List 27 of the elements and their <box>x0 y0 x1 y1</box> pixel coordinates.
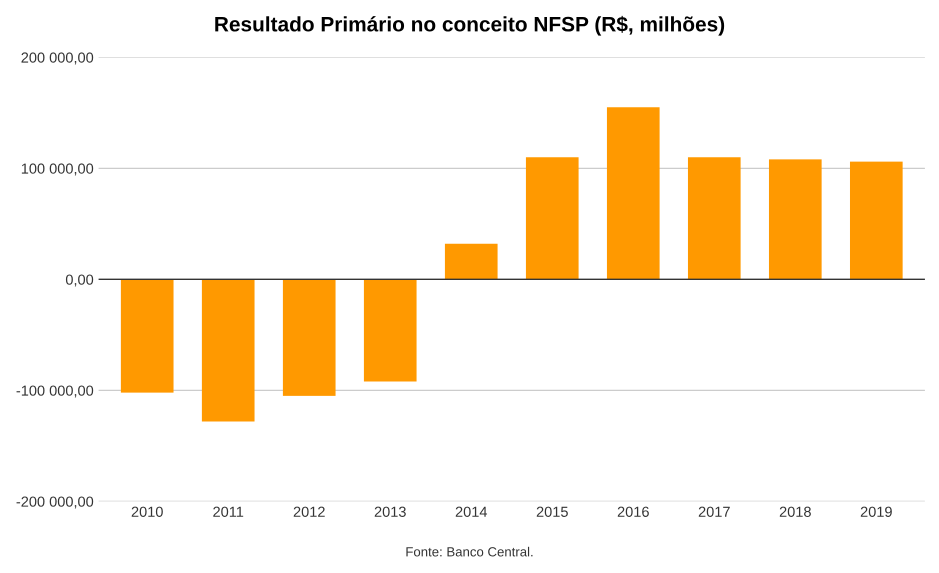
source-note: Fonte: Banco Central. <box>406 546 532 556</box>
bar <box>282 279 336 396</box>
chart-title: Resultado Primário no conceito NFSP (R$, milhões) <box>215 16 724 36</box>
x-tick-label: 2014 <box>456 506 488 517</box>
bar <box>444 244 498 280</box>
x-tick-label: 2017 <box>698 506 730 517</box>
x-tick-label: 2012 <box>294 506 325 517</box>
x-tick-label: 2013 <box>374 506 406 517</box>
y-tick-label: -200 000,00 <box>16 496 94 509</box>
bar <box>526 157 579 280</box>
x-tick-label: 2010 <box>132 506 163 517</box>
x-tick-label: 2016 <box>618 506 649 517</box>
x-tick-label: 2018 <box>780 506 811 517</box>
bar <box>202 279 255 422</box>
bar <box>768 159 822 280</box>
y-tick-label: -100 000,00 <box>16 385 94 398</box>
y-tick-label: 0,00 <box>66 274 94 286</box>
bar <box>606 107 660 280</box>
x-tick-label: 2011 <box>213 506 244 517</box>
bar <box>688 157 741 280</box>
x-tick-label: 2019 <box>860 506 892 517</box>
y-tick-label: 100 000,00 <box>22 163 94 176</box>
y-tick-label: 200 000,00 <box>21 52 94 64</box>
x-tick-label: 2015 <box>536 506 568 517</box>
bar <box>850 162 903 280</box>
bar <box>364 279 417 382</box>
bar <box>120 279 174 393</box>
